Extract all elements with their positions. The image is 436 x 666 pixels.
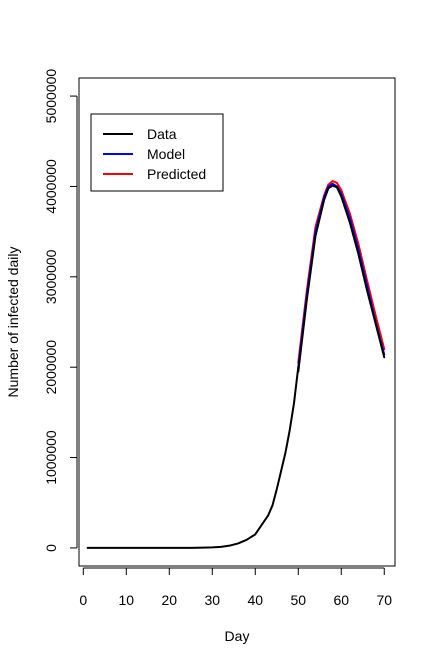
x-tick-label: 0: [79, 592, 87, 608]
x-tick-label: 50: [290, 592, 306, 608]
y-tick-label: 5000000: [43, 69, 59, 124]
plot-area: [78, 77, 396, 567]
y-tick-label: 4000000: [43, 159, 59, 214]
y-axis: 0 1000000 2000000 3000000 4000000 5000000: [43, 69, 78, 552]
y-axis-label: Number of infected daily: [5, 247, 21, 398]
y-tick-label: 1000000: [43, 430, 59, 485]
legend: Data Model Predicted: [90, 113, 224, 192]
series-line-model: [297, 182, 386, 369]
x-tick-label: 40: [247, 592, 263, 608]
x-tick-label: 60: [333, 592, 349, 608]
series-layer: [86, 180, 386, 549]
x-tick-label: 30: [204, 592, 220, 608]
series-line-data: [297, 184, 386, 373]
y-tick-label: 0: [43, 544, 59, 552]
x-axis: 0 10 20 30 40 50 60 70: [79, 567, 392, 608]
legend-label: Data: [147, 126, 177, 142]
x-tick-label: 20: [161, 592, 177, 608]
x-axis-label: Day: [225, 628, 250, 644]
y-tick-label: 3000000: [43, 249, 59, 304]
y-tick-label: 2000000: [43, 340, 59, 395]
legend-label: Predicted: [147, 166, 206, 182]
x-tick-label: 70: [376, 592, 392, 608]
series-line-predicted: [297, 180, 386, 364]
x-tick-label: 10: [119, 592, 135, 608]
legend-label: Model: [147, 146, 185, 162]
series-line-data: [86, 366, 300, 549]
legend-box: [90, 113, 224, 192]
